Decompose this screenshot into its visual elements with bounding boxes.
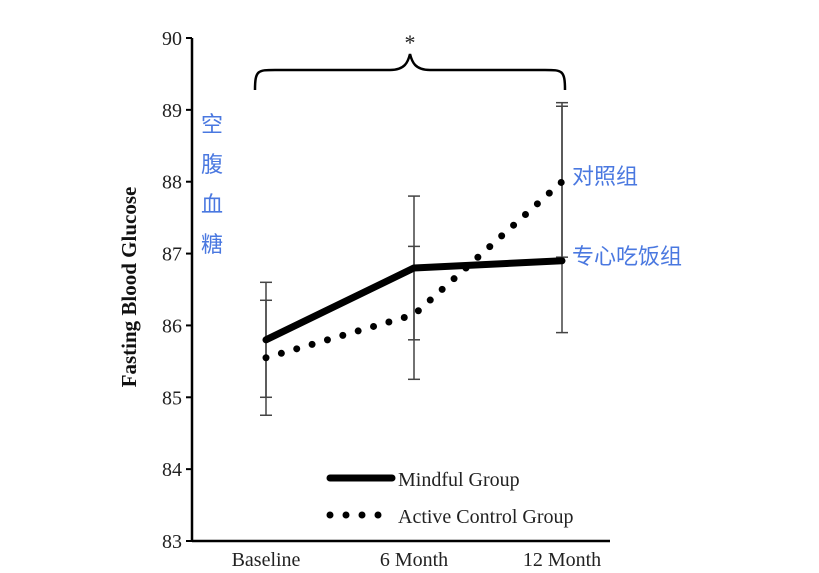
y-tick-label: 86 — [162, 315, 182, 337]
y-ticks: 83 84 85 86 87 88 89 90 — [162, 28, 192, 553]
mindful-group-line — [262, 257, 566, 344]
y-tick-label: 89 — [162, 100, 182, 122]
y-axis-title: Fasting Blood Glucose — [117, 187, 141, 388]
y-tick-label: 84 — [162, 459, 182, 481]
x-tick-label: 6 Month — [380, 549, 448, 571]
x-tick-label: 12 Month — [523, 549, 601, 571]
annotation-y-label-cn: 空腹血糖 — [201, 113, 223, 258]
annotation-control-group-cn: 对照组 — [572, 165, 638, 190]
legend: Mindful Group Active Control Group — [326, 469, 574, 528]
y-tick-label: 87 — [162, 244, 182, 266]
y-tick-label: 88 — [162, 172, 182, 194]
y-tick-label: 83 — [162, 531, 182, 553]
y-tick-label: 85 — [162, 387, 182, 409]
x-tick-label: Baseline — [232, 549, 301, 571]
x-ticks: Baseline 6 Month 12 Month — [232, 549, 602, 571]
significance-bracket: * — [253, 30, 567, 91]
axes — [190, 38, 610, 543]
series-lines — [262, 178, 566, 362]
legend-label-mindful: Mindful Group — [398, 469, 520, 491]
active-control-group-line — [262, 178, 566, 362]
error-bars — [260, 101, 568, 416]
legend-label-control: Active Control Group — [398, 506, 574, 528]
annotation-mindful-group-cn: 专心吃饭组 — [572, 245, 682, 270]
y-tick-label: 90 — [162, 28, 182, 50]
significance-star: * — [405, 30, 416, 55]
bracket-path — [253, 53, 567, 91]
